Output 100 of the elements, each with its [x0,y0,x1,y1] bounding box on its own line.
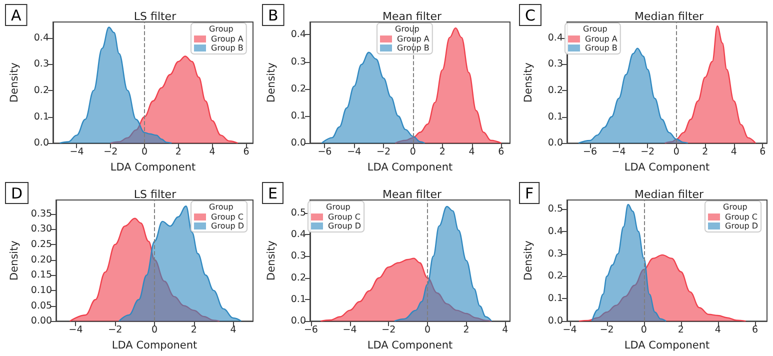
y-tick-label: 0.05 [30,300,52,312]
x-tick-label: −6 [318,146,332,158]
y-tick-label: 0.4 [290,29,306,40]
x-axis-title: LDA Component [624,340,710,352]
y-tick-label: 0.2 [548,270,563,282]
x-tick-label: −4 [612,146,626,158]
x-tick-label: −6 [304,324,318,336]
legend-label: Group A [211,34,244,44]
y-tick-label: 0.10 [30,284,52,296]
legend-label: Group C [725,212,758,222]
y-tick-label: 0.1 [290,294,306,305]
legend-label: Group B [585,44,618,52]
legend-label: Group B [397,44,430,52]
legend-label: Group A [397,34,430,44]
y-axis-title: Density [266,240,278,281]
legend-title: Group [209,24,234,34]
chart-title: LS filter [134,10,177,23]
y-tick-label: 0.1 [548,293,563,304]
x-tick-label: −2 [108,324,122,336]
legend-title: Group [395,24,420,34]
y-axis-title: Density [8,240,20,281]
y-tick-label: 0.2 [290,83,306,94]
legend-title: Group [723,202,748,212]
legend-label: Group A [585,34,618,44]
x-tick-label: −4 [68,324,83,336]
y-tick-label: 0.30 [30,224,52,235]
text: D [11,184,23,202]
x-tick-label: −2 [600,324,614,336]
x-axis-title: LDA Component [624,162,710,174]
y-tick-label: 0.3 [548,58,563,70]
x-tick-label: 0 [142,146,148,158]
x-tick-label: −4 [342,324,357,336]
y-tick-label: 0.3 [290,250,306,262]
x-tick-label: 0 [152,324,158,336]
x-tick-label: −4 [347,146,362,158]
x-tick-label: 4 [468,146,475,158]
y-tick-label: 0.1 [34,111,49,122]
legend-label: Group C [328,212,361,222]
x-axis-title: LDA Component [367,340,453,352]
legend-title: Group [583,24,608,34]
x-tick-label: 2 [175,146,182,158]
x-tick-label: 6 [760,146,766,158]
x-tick-label: 0 [640,324,647,336]
y-tick-label: 0.35 [30,208,52,220]
chart-title: Median filter [634,10,704,23]
y-axis-title: Density [266,62,278,103]
x-tick-label: −2 [376,146,391,158]
y-tick-label: 0.0 [548,316,563,327]
x-tick-label: 0 [673,146,680,158]
legend-label: Group D [328,222,362,230]
y-tick-label: 0.0 [290,316,306,327]
text: E [268,184,278,202]
x-tick-label: 0 [410,146,416,158]
legend-label: Group B [211,44,244,52]
y-tick-label: 0.4 [548,32,563,44]
y-tick-label: 0.2 [548,84,563,96]
legend-label: Group D [725,222,758,230]
y-tick-label: 0.0 [34,138,49,149]
x-tick-label: 2 [678,324,684,336]
y-tick-label: 0.4 [290,229,306,240]
y-axis-title: Density [522,62,534,103]
x-tick-label: 2 [702,146,708,158]
y-tick-label: 0.5 [548,203,563,214]
x-tick-label: 4 [714,324,721,336]
y-tick-label: 0.25 [30,238,52,250]
x-tick-label: −4 [70,146,84,158]
y-tick-label: 0.1 [290,110,306,122]
x-tick-label: 6 [498,146,504,158]
y-tick-label: 0.00 [30,316,52,327]
text: C [525,6,536,24]
y-tick-label: 0.2 [34,84,49,96]
x-tick-label: 2 [463,324,470,336]
legend-label: Group C [211,212,244,222]
x-axis-title: LDA Component [112,340,198,352]
x-tick-label: −6 [583,146,598,158]
y-tick-label: 0.15 [30,270,52,281]
y-tick-label: 0.5 [290,207,306,218]
y-axis-title: Density [522,240,534,281]
x-tick-label: 4 [209,146,216,158]
text: B [268,6,278,24]
y-tick-label: 0.1 [548,111,563,122]
y-tick-label: 0.0 [548,138,563,149]
y-axis-title: Density [8,62,20,103]
x-tick-label: −2 [382,324,396,336]
y-tick-label: 0.2 [290,272,306,284]
x-tick-label: 2 [190,324,197,336]
x-tick-label: 0 [424,324,430,336]
legend-label: Group D [211,222,244,230]
text: F [525,184,534,202]
x-tick-label: −2 [104,146,118,158]
chart-title: LS filter [134,188,177,201]
y-tick-label: 0.0 [290,138,306,149]
y-tick-label: 0.20 [30,254,52,266]
x-tick-label: 4 [502,324,508,336]
x-tick-label: −4 [562,324,577,336]
x-axis-title: LDA Component [367,162,453,174]
chart-title: Mean filter [382,188,442,201]
x-tick-label: −2 [640,146,655,158]
chart-title: Mean filter [382,10,442,23]
legend-title: Group [209,202,234,212]
